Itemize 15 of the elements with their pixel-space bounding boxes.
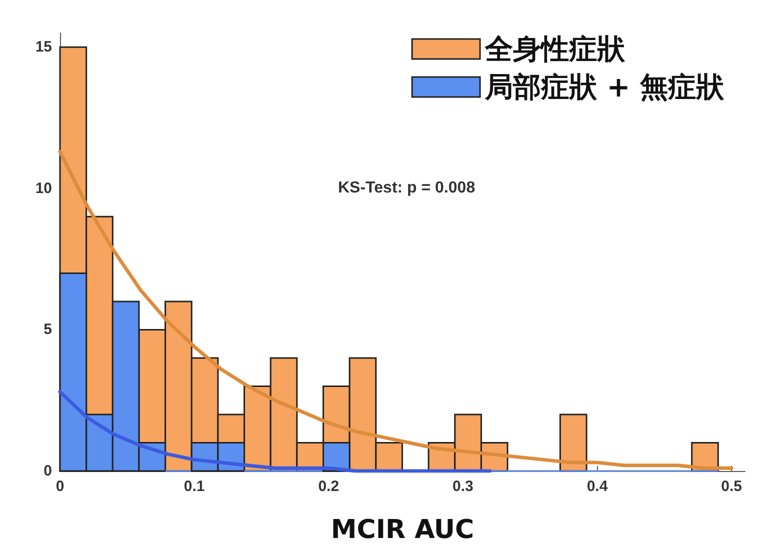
x-tick-label: 0.4 xyxy=(586,478,608,495)
x-tick-label: 0 xyxy=(56,478,64,495)
y-tick-label: 5 xyxy=(44,321,52,338)
y-tick-label: 10 xyxy=(35,180,52,197)
legend-label: 局部症狀 + 無症狀 xyxy=(484,70,725,104)
y-tick-label: 15 xyxy=(35,38,52,56)
legend-label: 全身性症狀 xyxy=(484,32,626,66)
x-tick-label: 0.1 xyxy=(184,478,205,495)
line-series xyxy=(58,150,734,470)
x-tick-label: 0.5 xyxy=(721,478,742,495)
x-tick-label: 0.3 xyxy=(452,478,474,495)
x-axis-title: MCIR AUC xyxy=(330,515,474,545)
x-tick-label: 0.2 xyxy=(318,478,340,495)
annotation: KS-Test: p = 0.008 xyxy=(338,180,476,196)
y-tick-label: 0 xyxy=(44,462,52,480)
